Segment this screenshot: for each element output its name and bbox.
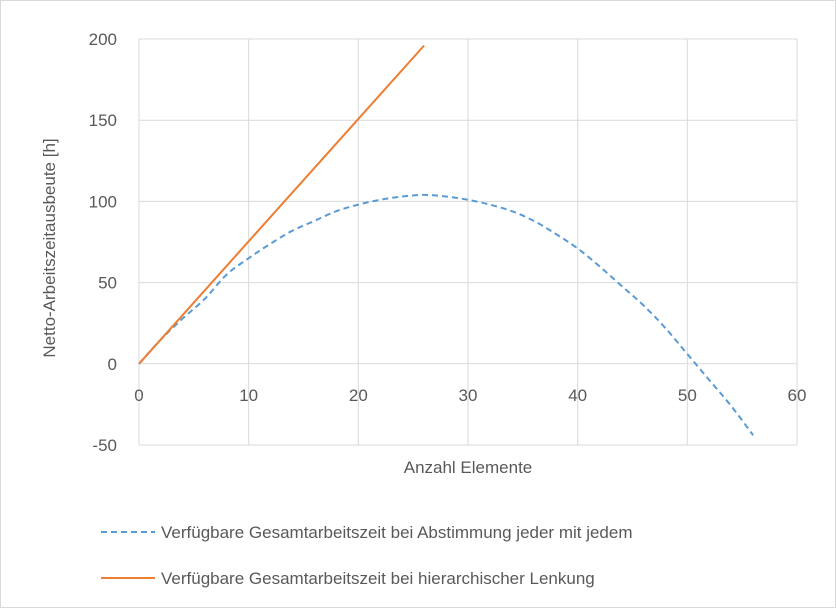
y-axis-ticks: -50 0 50 100 150 200 — [89, 30, 117, 455]
x-tick-label: 60 — [788, 386, 807, 405]
legend-label-2: Verfügbare Gesamtarbeitszeit bei hierarc… — [161, 569, 595, 588]
y-tick-label: 100 — [89, 192, 117, 211]
x-tick-label: 30 — [459, 386, 478, 405]
legend: Verfügbare Gesamtarbeitszeit bei Abstimm… — [101, 523, 633, 588]
y-tick-label: -50 — [92, 436, 117, 455]
grid-lines — [138, 38, 798, 446]
x-tick-label: 10 — [239, 386, 258, 405]
y-tick-label: 200 — [89, 30, 117, 49]
y-axis-title: Netto-Arbeitszeitausbeute [h] — [40, 138, 59, 357]
series-lines — [138, 44, 754, 436]
y-tick-label: 50 — [98, 274, 117, 293]
x-tick-label: 0 — [134, 386, 143, 405]
y-tick-label: 150 — [89, 111, 117, 130]
x-tick-label: 20 — [349, 386, 368, 405]
x-axis-title: Anzahl Elemente — [404, 458, 533, 477]
series-line-2 — [138, 44, 425, 365]
series-line-1 — [138, 193, 754, 436]
legend-label-1: Verfügbare Gesamtarbeitszeit bei Abstimm… — [161, 523, 633, 542]
y-tick-label: 0 — [108, 355, 117, 374]
x-tick-label: 40 — [568, 386, 587, 405]
x-tick-label: 50 — [678, 386, 697, 405]
x-axis-ticks: 0 10 20 30 40 50 60 — [134, 386, 806, 405]
